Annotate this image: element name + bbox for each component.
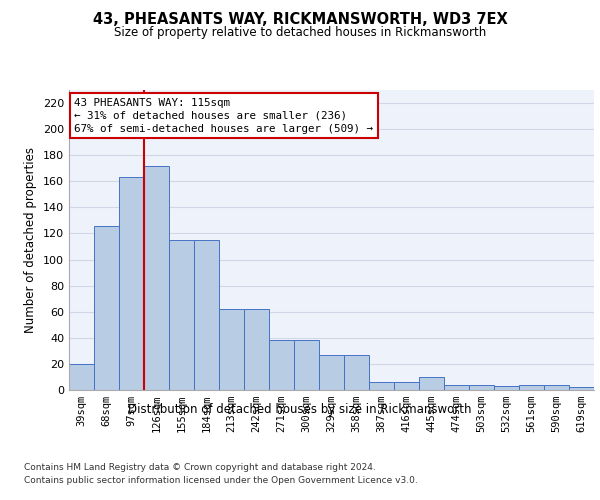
Bar: [269, 340, 294, 390]
Text: 43 PHEASANTS WAY: 115sqm
← 31% of detached houses are smaller (236)
67% of semi-: 43 PHEASANTS WAY: 115sqm ← 31% of detach…: [74, 98, 373, 134]
Bar: [294, 340, 319, 390]
Bar: [244, 309, 269, 390]
Y-axis label: Number of detached properties: Number of detached properties: [25, 147, 37, 333]
Text: Contains HM Land Registry data © Crown copyright and database right 2024.: Contains HM Land Registry data © Crown c…: [24, 462, 376, 471]
Bar: [419, 377, 444, 390]
Bar: [319, 355, 344, 390]
Bar: [344, 355, 369, 390]
Bar: [569, 388, 594, 390]
Bar: [194, 240, 219, 390]
Bar: [444, 385, 469, 390]
Bar: [519, 385, 544, 390]
Bar: [544, 385, 569, 390]
Bar: [119, 178, 144, 390]
Text: Distribution of detached houses by size in Rickmansworth: Distribution of detached houses by size …: [128, 402, 472, 415]
Bar: [394, 382, 419, 390]
Bar: [94, 226, 119, 390]
Bar: [469, 385, 494, 390]
Text: 43, PHEASANTS WAY, RICKMANSWORTH, WD3 7EX: 43, PHEASANTS WAY, RICKMANSWORTH, WD3 7E…: [92, 12, 508, 28]
Text: Contains public sector information licensed under the Open Government Licence v3: Contains public sector information licen…: [24, 476, 418, 485]
Bar: [369, 382, 394, 390]
Bar: [219, 309, 244, 390]
Bar: [144, 166, 169, 390]
Bar: [169, 240, 194, 390]
Bar: [494, 386, 519, 390]
Text: Size of property relative to detached houses in Rickmansworth: Size of property relative to detached ho…: [114, 26, 486, 39]
Bar: [69, 364, 94, 390]
